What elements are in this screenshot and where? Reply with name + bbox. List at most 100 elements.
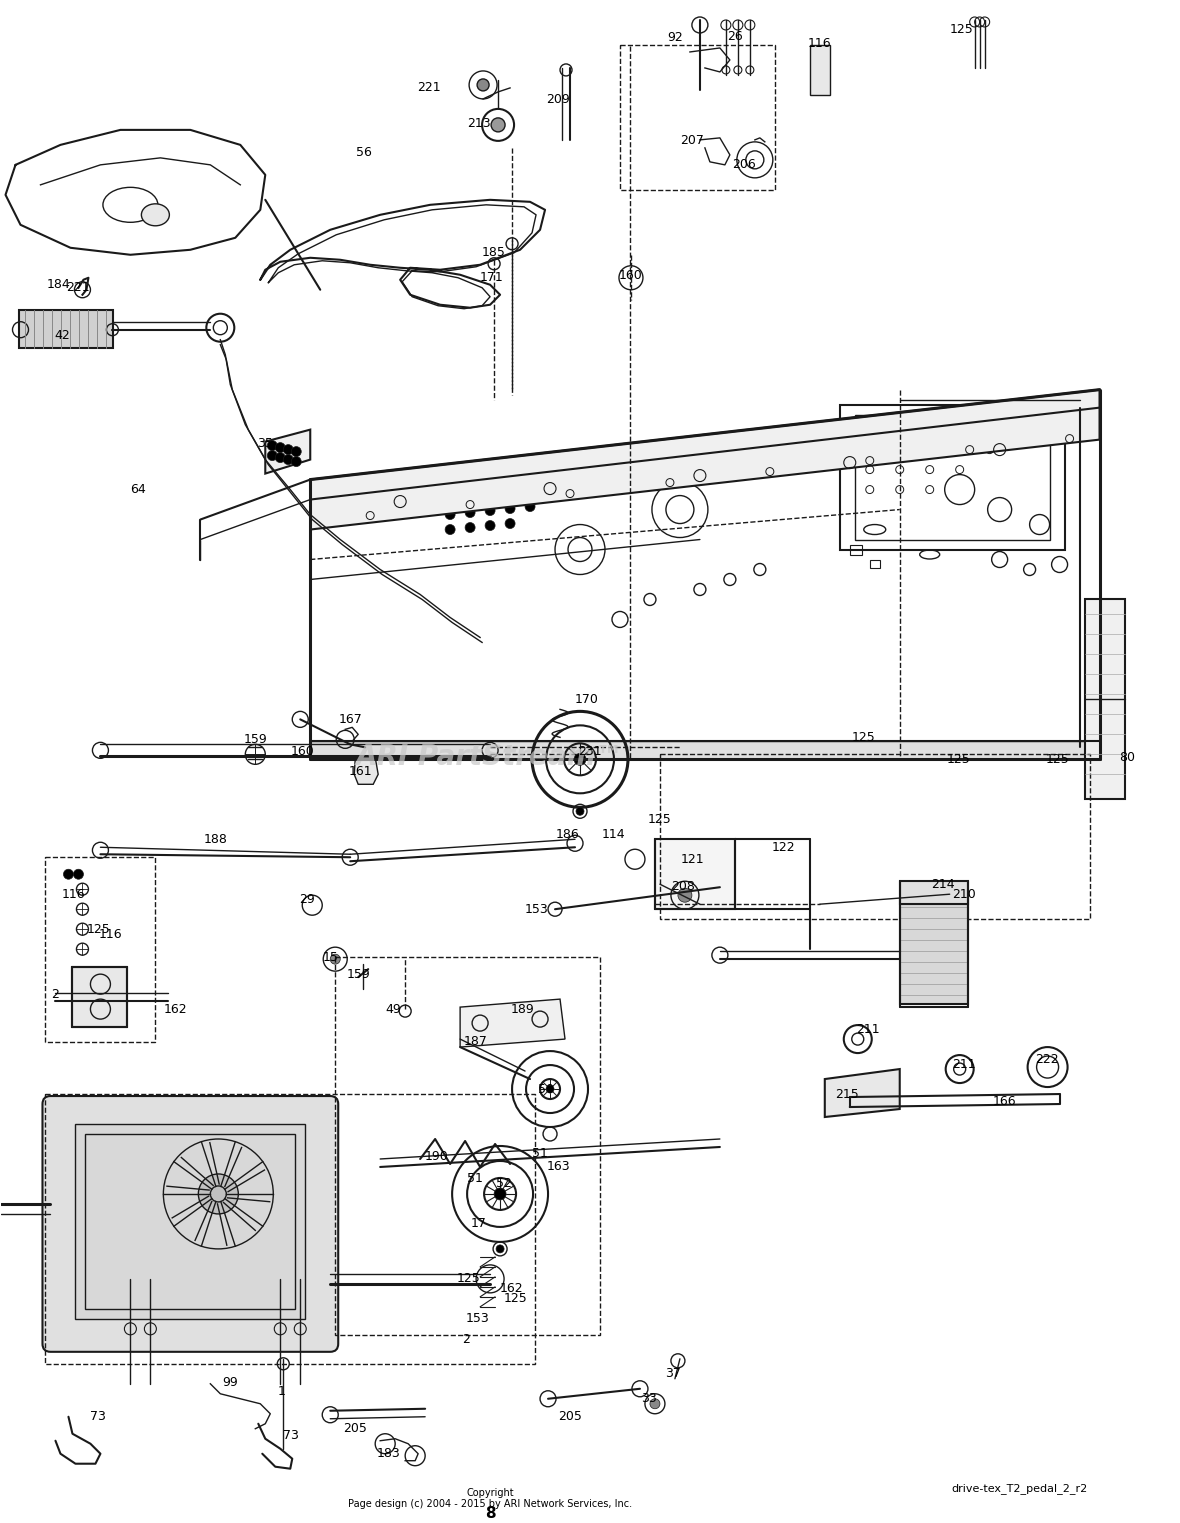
- Text: 205: 205: [343, 1422, 367, 1435]
- Bar: [620, 46, 775, 190]
- Text: 162: 162: [499, 1282, 523, 1296]
- Text: 210: 210: [952, 888, 976, 900]
- Text: 42: 42: [54, 329, 71, 343]
- Text: 116: 116: [99, 928, 123, 941]
- Circle shape: [283, 454, 294, 465]
- Text: 215: 215: [835, 1087, 859, 1101]
- Text: 207: 207: [680, 134, 703, 148]
- Text: 187: 187: [464, 1034, 489, 1048]
- Text: 213: 213: [467, 117, 491, 131]
- Bar: [85, 1135, 295, 1308]
- Text: 1: 1: [277, 1386, 286, 1398]
- Text: 50: 50: [538, 1083, 555, 1095]
- Text: 166: 166: [992, 1095, 1016, 1107]
- Circle shape: [525, 501, 535, 512]
- Circle shape: [477, 79, 489, 91]
- Polygon shape: [825, 1069, 899, 1116]
- Bar: [899, 899, 968, 1004]
- Text: 209: 209: [546, 93, 570, 107]
- Text: 116: 116: [61, 888, 85, 900]
- Ellipse shape: [142, 204, 170, 225]
- Text: 114: 114: [602, 829, 625, 841]
- Bar: [335, 956, 599, 1334]
- Text: 185: 185: [483, 247, 506, 259]
- Circle shape: [73, 870, 84, 879]
- Text: 160: 160: [290, 745, 314, 758]
- Text: 29: 29: [300, 892, 315, 906]
- Text: 92: 92: [667, 32, 683, 44]
- Text: 2: 2: [52, 987, 59, 1001]
- Polygon shape: [354, 757, 378, 784]
- Circle shape: [330, 955, 340, 964]
- Text: 17: 17: [471, 1217, 487, 1231]
- Circle shape: [291, 446, 301, 457]
- Bar: [850, 545, 861, 554]
- Text: 186: 186: [556, 829, 579, 841]
- Text: 121: 121: [681, 853, 704, 865]
- Bar: [854, 414, 1049, 539]
- Circle shape: [445, 495, 455, 504]
- Circle shape: [573, 754, 586, 766]
- Circle shape: [496, 1244, 504, 1253]
- Circle shape: [465, 507, 476, 518]
- Text: 125: 125: [950, 23, 974, 37]
- Bar: [1084, 600, 1125, 800]
- Text: 125: 125: [1045, 752, 1069, 766]
- Circle shape: [494, 1188, 506, 1200]
- Circle shape: [485, 490, 496, 501]
- Circle shape: [485, 521, 496, 530]
- Text: Copyright: Copyright: [466, 1488, 514, 1497]
- Text: 64: 64: [131, 483, 146, 496]
- Circle shape: [445, 510, 455, 519]
- Text: 211: 211: [856, 1022, 879, 1036]
- Text: 49: 49: [386, 1002, 401, 1016]
- Polygon shape: [310, 390, 1100, 530]
- Text: 56: 56: [356, 146, 372, 160]
- Text: 161: 161: [348, 765, 372, 778]
- Circle shape: [275, 452, 286, 463]
- Text: 214: 214: [931, 877, 955, 891]
- Bar: [76, 1124, 306, 1319]
- Circle shape: [465, 492, 476, 503]
- Text: 170: 170: [575, 693, 599, 705]
- Text: 163: 163: [546, 1161, 570, 1174]
- Circle shape: [198, 1174, 238, 1214]
- Text: 205: 205: [558, 1410, 582, 1424]
- Text: 116: 116: [808, 38, 832, 50]
- Bar: [46, 857, 156, 1042]
- Text: 125: 125: [946, 752, 971, 766]
- Text: 153: 153: [525, 903, 549, 915]
- Circle shape: [291, 457, 301, 466]
- Text: 52: 52: [496, 1177, 512, 1191]
- Circle shape: [275, 443, 286, 452]
- Text: 8: 8: [485, 1506, 496, 1521]
- Circle shape: [268, 451, 277, 460]
- Circle shape: [525, 486, 535, 496]
- Text: 183: 183: [376, 1447, 400, 1461]
- Polygon shape: [310, 742, 1100, 760]
- Text: 162: 162: [164, 1002, 188, 1016]
- Text: 35: 35: [257, 437, 274, 451]
- Text: 37: 37: [666, 1368, 681, 1380]
- Text: 125: 125: [852, 731, 876, 743]
- Bar: [655, 839, 735, 909]
- Text: 167: 167: [339, 713, 362, 726]
- Text: 221: 221: [418, 81, 441, 94]
- Polygon shape: [899, 882, 968, 905]
- Text: 73: 73: [283, 1429, 300, 1442]
- Circle shape: [283, 445, 294, 454]
- Text: ARI PartStream™: ARI PartStream™: [356, 743, 624, 771]
- Text: 125: 125: [457, 1272, 480, 1285]
- Text: 125: 125: [86, 923, 110, 935]
- Polygon shape: [266, 429, 310, 474]
- Circle shape: [545, 484, 555, 495]
- Text: 159: 159: [346, 967, 371, 981]
- Text: 221: 221: [66, 282, 90, 294]
- Text: 125: 125: [503, 1293, 527, 1305]
- Bar: [660, 754, 1089, 920]
- Circle shape: [64, 870, 73, 879]
- Bar: [870, 559, 880, 568]
- Circle shape: [505, 518, 514, 528]
- Circle shape: [546, 1084, 555, 1094]
- Text: 206: 206: [732, 158, 755, 172]
